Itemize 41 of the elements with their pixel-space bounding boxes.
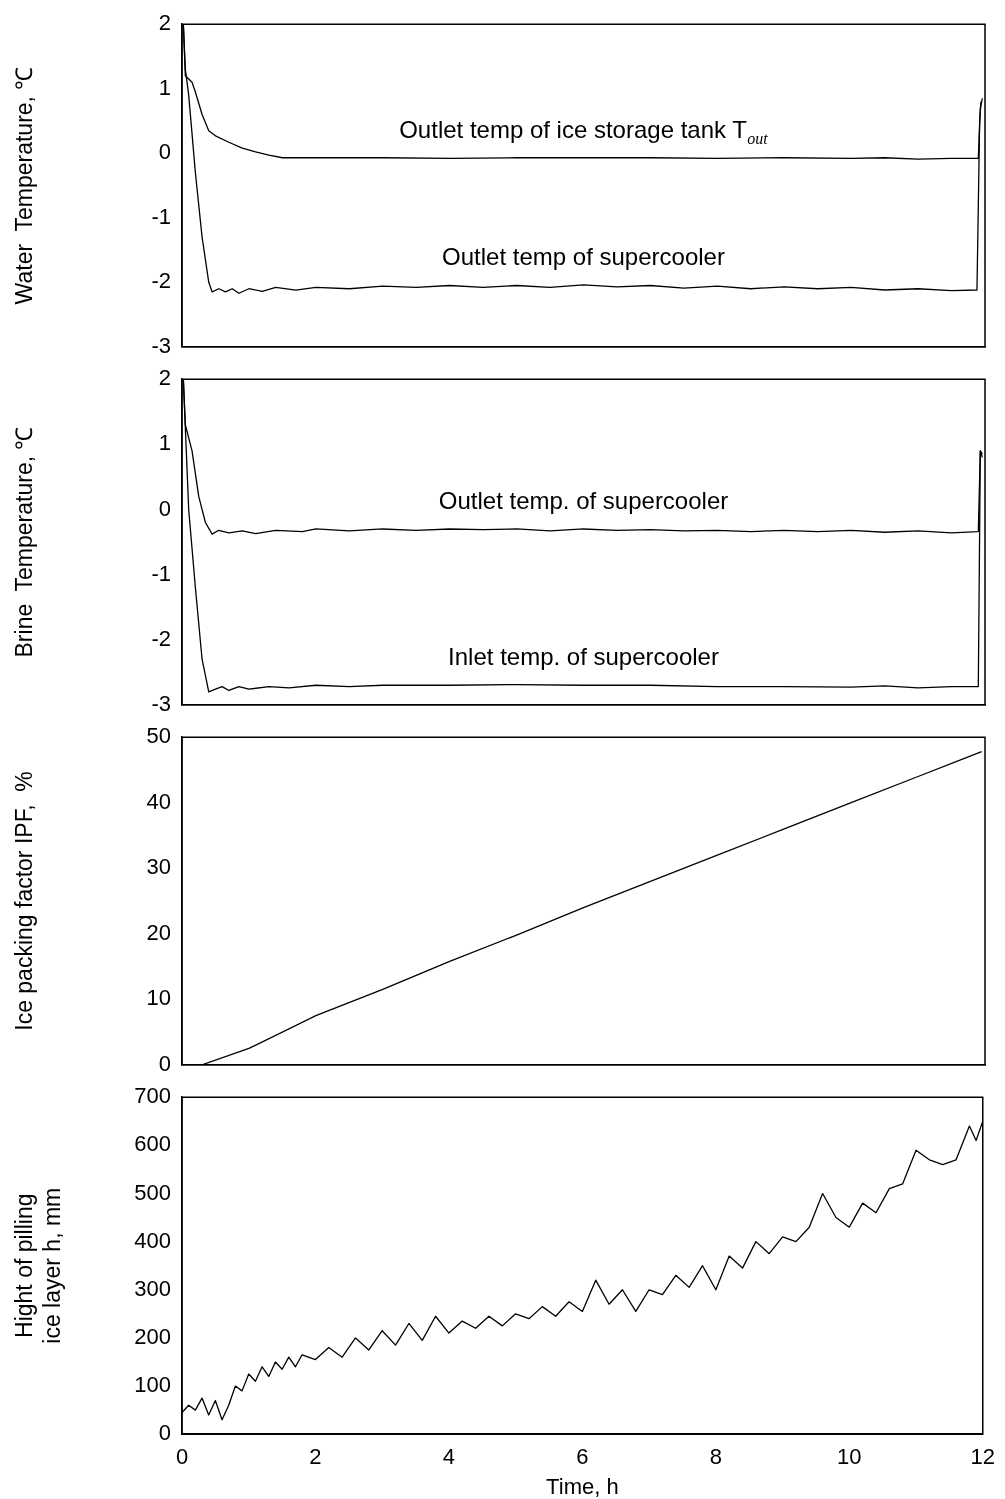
y-axis-title: Water Temperature, ℃ [11, 66, 38, 305]
y-tick-label: -2 [151, 625, 171, 651]
y-tick-label: 2 [158, 365, 171, 391]
y-tick-label: 1 [158, 74, 171, 100]
y-tick-label: 700 [134, 1083, 171, 1109]
y-tick-label: -2 [151, 268, 171, 294]
y-tick-label: -1 [151, 560, 171, 586]
y-tick-label: 400 [134, 1227, 171, 1253]
y-axis-title: Ice packing factor IPF, % [11, 771, 38, 1031]
x-tick-label: 4 [442, 1444, 456, 1470]
y-tick-label: 0 [158, 1420, 171, 1446]
y-tick-label: 20 [146, 919, 171, 945]
y-tick-label: 0 [158, 1050, 171, 1076]
x-tick-label: 12 [970, 1444, 996, 1470]
x-tick-label: 8 [709, 1444, 722, 1470]
y-tick-label: 50 [146, 723, 171, 749]
y-tick-label: 2 [158, 10, 171, 36]
y-tick-label: 600 [134, 1131, 171, 1157]
x-tick-label: 10 [837, 1444, 862, 1470]
x-tick-label: 2 [309, 1444, 322, 1470]
x-tick-label: 0 [175, 1444, 189, 1470]
y-tick-label: -3 [151, 332, 171, 358]
y-tick-label: 0 [158, 139, 171, 165]
y-tick-label: 100 [134, 1372, 171, 1398]
y-tick-label: 30 [146, 854, 171, 880]
series-label: Outlet temp of supercooler [442, 242, 725, 270]
x-tick-label: 6 [576, 1444, 589, 1470]
x-axis-title: Time, h [546, 1473, 619, 1499]
y-axis-title: Brine Temperature, ℃ [11, 426, 38, 658]
y-tick-label: 1 [158, 430, 171, 456]
series-label: Inlet temp. of supercooler [448, 643, 719, 671]
series-label: Outlet temp. of supercooler [438, 486, 729, 514]
y-tick-label: 500 [134, 1179, 171, 1205]
y-tick-label: 10 [146, 985, 171, 1011]
y-tick-label: 40 [146, 788, 171, 814]
y-tick-label: -1 [151, 203, 171, 229]
y-tick-label: 0 [158, 495, 171, 521]
y-tick-label: -3 [151, 690, 171, 716]
y-axis-title: Hight of pilling ice layer h, mm [11, 1187, 65, 1344]
y-tick-label: 200 [134, 1323, 171, 1349]
y-tick-label: 300 [134, 1275, 171, 1301]
